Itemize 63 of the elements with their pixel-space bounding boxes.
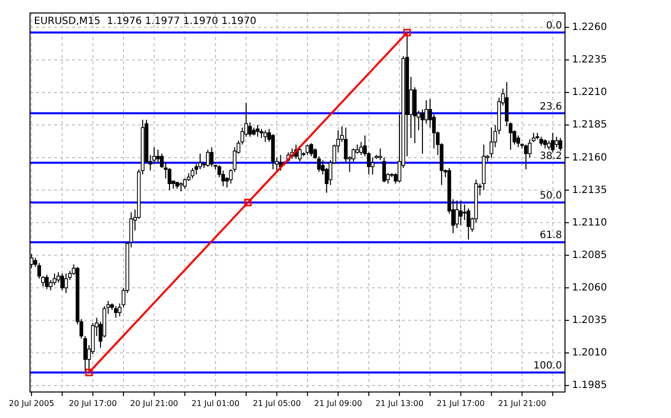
x-tick-label: 21 Jul 21:00: [498, 399, 546, 408]
annotation: 0.0: [546, 20, 562, 32]
candlestick: [168, 167, 172, 191]
candlestick: [60, 272, 64, 291]
candlestick: [256, 124, 260, 138]
y-tick-label: 1.2060: [572, 282, 607, 294]
candlestick: [543, 138, 547, 149]
candlestick: [370, 157, 374, 175]
candlestick: [458, 200, 463, 226]
candlestick: [206, 149, 210, 168]
y-tick-label: 1.2085: [572, 250, 607, 261]
x-tick-label: 20 Jul 2005: [8, 399, 54, 408]
candlestick: [156, 149, 160, 164]
x-tick-label: 21 Jul 05:00: [252, 399, 301, 408]
candlestick: [309, 142, 314, 157]
candlestick: [179, 182, 183, 192]
candlestick: [263, 130, 268, 142]
x-tick-label: 20 Jul 17:00: [68, 399, 117, 408]
candlestick: [306, 144, 310, 156]
annotation: 23.6: [540, 101, 562, 112]
x-tick-label: 21 Jul 09:00: [314, 399, 362, 408]
point: [244, 198, 252, 206]
point: [85, 368, 93, 376]
candlestick: [524, 144, 528, 170]
candlestick: [539, 136, 544, 146]
candlestick: [298, 146, 302, 162]
annotation: 61.8: [540, 230, 562, 242]
candlestick: [64, 272, 68, 294]
y-tick-label: 1.2110: [572, 217, 607, 228]
x-tick-label: 21 Jul 01:00: [191, 399, 240, 408]
candlestick: [210, 146, 214, 168]
chart-title: EURUSD,M15 1.1976 1.1977 1.1970 1.1970: [34, 16, 256, 27]
candlestick: [359, 141, 363, 156]
x-tick-label: 21 Jul 17:00: [436, 399, 485, 408]
candlestick: [420, 108, 424, 154]
candlestick: [490, 127, 494, 158]
candlestick: [558, 138, 562, 152]
x-tick-label: 20 Jul 21:00: [130, 399, 178, 408]
y-tick-label: 1.2260: [572, 22, 607, 34]
annotation: 50.0: [540, 190, 562, 202]
y-tick-label: 1.2035: [572, 315, 607, 326]
y-tick-label: 1.2135: [572, 184, 607, 196]
candlestick: [248, 122, 252, 138]
candlestick: [550, 132, 555, 153]
point: [403, 28, 411, 36]
candlestick: [455, 200, 459, 228]
annotation: 38.2: [540, 150, 562, 162]
candlestick: [382, 157, 386, 183]
annotation: 100.0: [533, 360, 562, 372]
y-tick-label: 1.2210: [572, 87, 607, 98]
candlestick: [190, 167, 194, 179]
y-tick-label: 1.2010: [572, 348, 607, 359]
x-tick-label: 21 Jul 13:00: [375, 399, 424, 408]
candlestick: [260, 128, 264, 139]
candlestick: [547, 140, 551, 150]
y-tick-label: 1.1985: [572, 380, 607, 392]
candlestick: [466, 208, 470, 240]
y-tick-label: 1.2235: [572, 54, 607, 66]
candlestick: [554, 136, 558, 148]
candlestick: [45, 274, 49, 290]
y-tick-label: 1.2160: [572, 152, 607, 164]
candlestick: [114, 306, 118, 318]
y-tick-label: 1.2185: [572, 120, 607, 131]
